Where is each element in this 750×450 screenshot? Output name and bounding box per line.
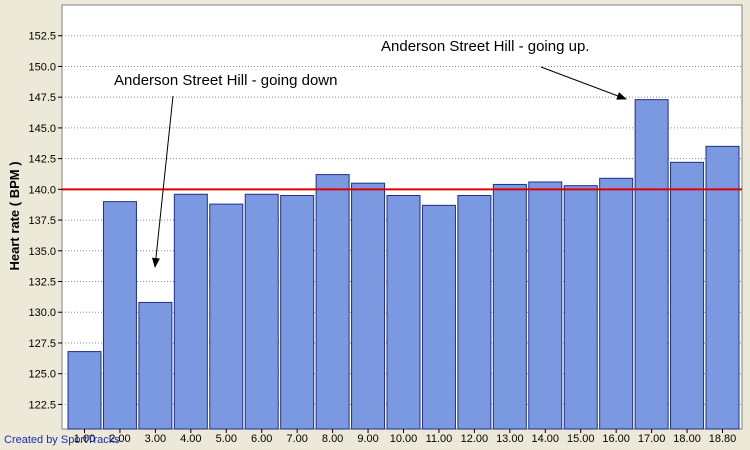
y-tick-label: 135.0 (28, 246, 56, 258)
x-axis-ticks: 1.00 2.00 3.00 4.00 5.00 6.00 7.00 8.00 9.00 10.0… (74, 429, 736, 445)
bar-12.00 (457, 194, 492, 430)
y-axis-label: Heart rate ( BPM ) (7, 161, 22, 270)
annotation-arrow-down (151, 95, 174, 268)
y-tick-label: 150.0 (28, 61, 56, 73)
x-tick-label: 12.00 (461, 433, 489, 445)
annotations: Anderson Street Hill - going down Anderso… (114, 38, 627, 268)
x-tick-label: 5.00 (216, 433, 237, 445)
bar-1.00 (67, 351, 102, 430)
x-tick-label: 17.00 (638, 433, 666, 445)
y-tick-label: 130.0 (28, 307, 56, 319)
y-tick-label: 137.5 (28, 215, 56, 227)
annotation-going-down: Anderson Street Hill - going down (114, 72, 337, 89)
annotation-going-up: Anderson Street Hill - going up. (381, 38, 589, 55)
x-tick-label: 15.00 (567, 433, 595, 445)
bar-14.00 (528, 181, 563, 430)
x-tick-label: 7.00 (286, 433, 307, 445)
x-tick-label: 18.80 (709, 433, 737, 445)
y-tick-label: 125.0 (28, 369, 56, 381)
bar-15.00 (563, 185, 598, 430)
credit-text: Created by SportTracks (4, 434, 120, 446)
bar-3.00 (138, 301, 173, 430)
x-tick-label: 10.00 (390, 433, 418, 445)
x-tick-label: 1.00 (74, 433, 95, 445)
x-tick-label: 13.00 (496, 433, 524, 445)
x-tick-label: 6.00 (251, 433, 272, 445)
bar-18.00 (670, 161, 705, 430)
y-tick-label: 147.5 (28, 92, 56, 104)
annotation-arrow-up (540, 66, 627, 100)
x-tick-label: 14.00 (532, 433, 560, 445)
x-tick-label: 9.00 (357, 433, 378, 445)
bar-2.00 (102, 201, 137, 430)
bar-18.80 (705, 145, 740, 430)
y-tick-label: 145.0 (28, 123, 56, 135)
bar-11.00 (421, 204, 456, 430)
y-tick-label: 132.5 (28, 277, 56, 289)
bar-6.00 (244, 193, 279, 430)
y-axis-ticks: 122.5 125.0 127.5 130.0 132.5 135.0 137.5 140.0… (28, 31, 62, 411)
x-tick-label: 3.00 (145, 433, 166, 445)
bar-9.00 (351, 182, 386, 430)
bar-8.00 (315, 174, 350, 430)
x-tick-label: 2.00 (109, 433, 130, 445)
bar-7.00 (280, 194, 315, 430)
bar-4.00 (173, 193, 208, 430)
x-tick-label: 11.00 (426, 433, 453, 445)
x-tick-label: 8.00 (322, 433, 343, 445)
bar-17.00 (634, 99, 669, 430)
x-tick-label: 16.00 (602, 433, 630, 445)
y-tick-label: 152.5 (28, 31, 56, 43)
y-tick-label: 122.5 (28, 399, 56, 411)
y-tick-label: 142.5 (28, 154, 56, 166)
bar-5.00 (209, 203, 244, 430)
x-tick-label: 4.00 (180, 433, 201, 445)
x-tick-label: 18.00 (673, 433, 701, 445)
y-tick-label: 127.5 (28, 338, 56, 350)
bars (67, 99, 740, 430)
bar-10.00 (386, 194, 421, 430)
bar-13.00 (492, 183, 527, 430)
bar-16.00 (599, 177, 634, 430)
y-tick-label: 140.0 (28, 184, 56, 196)
